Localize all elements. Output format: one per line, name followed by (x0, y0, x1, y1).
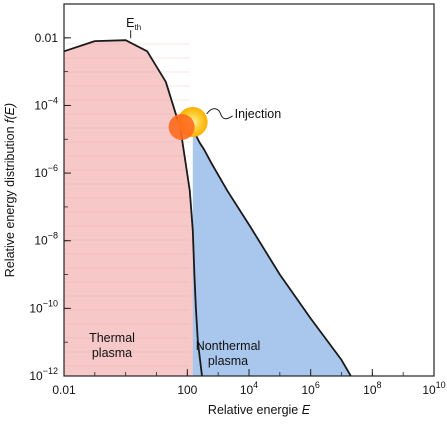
nonthermal-area (192, 129, 351, 376)
injection-marker (168, 106, 208, 140)
y-tick-label: 10−12 (29, 366, 58, 383)
injection-leader (206, 108, 233, 120)
nonthermal-curve (191, 128, 352, 377)
plot-curves (63, 39, 352, 377)
y-tick-label: 10−6 (34, 163, 58, 180)
nonthermal-label: plasma (208, 354, 248, 368)
thermal-label: plasma (92, 346, 132, 360)
x-tick-label: 108 (363, 380, 381, 397)
annotations: Eth Injection (126, 16, 281, 121)
y-tick-label: 10−10 (29, 298, 58, 315)
x-tick-label: 104 (240, 380, 258, 397)
thermal-curve (63, 39, 203, 377)
thermal-area (64, 40, 202, 376)
x-axis-title: Relative energie E (208, 403, 311, 417)
y-tick-label: 0.01 (35, 31, 59, 45)
plot-areas (64, 40, 351, 376)
x-tick-label: 106 (301, 380, 319, 397)
y-tick-label: 10−4 (34, 95, 58, 112)
x-tick-label: 0.01 (52, 383, 76, 397)
x-tick-label: 100 (177, 383, 197, 397)
y-axis-title: Relative energy distribution f(E) (3, 103, 17, 277)
injection-spot (168, 113, 195, 140)
x-tick-label: 1010 (422, 380, 445, 397)
thermal-label: Thermal (89, 331, 135, 345)
y-tick-label: 10−8 (34, 231, 58, 248)
injection-label: Injection (235, 107, 282, 121)
eth-label: Eth (126, 16, 141, 32)
nonthermal-label: Nonthermal (196, 339, 261, 353)
